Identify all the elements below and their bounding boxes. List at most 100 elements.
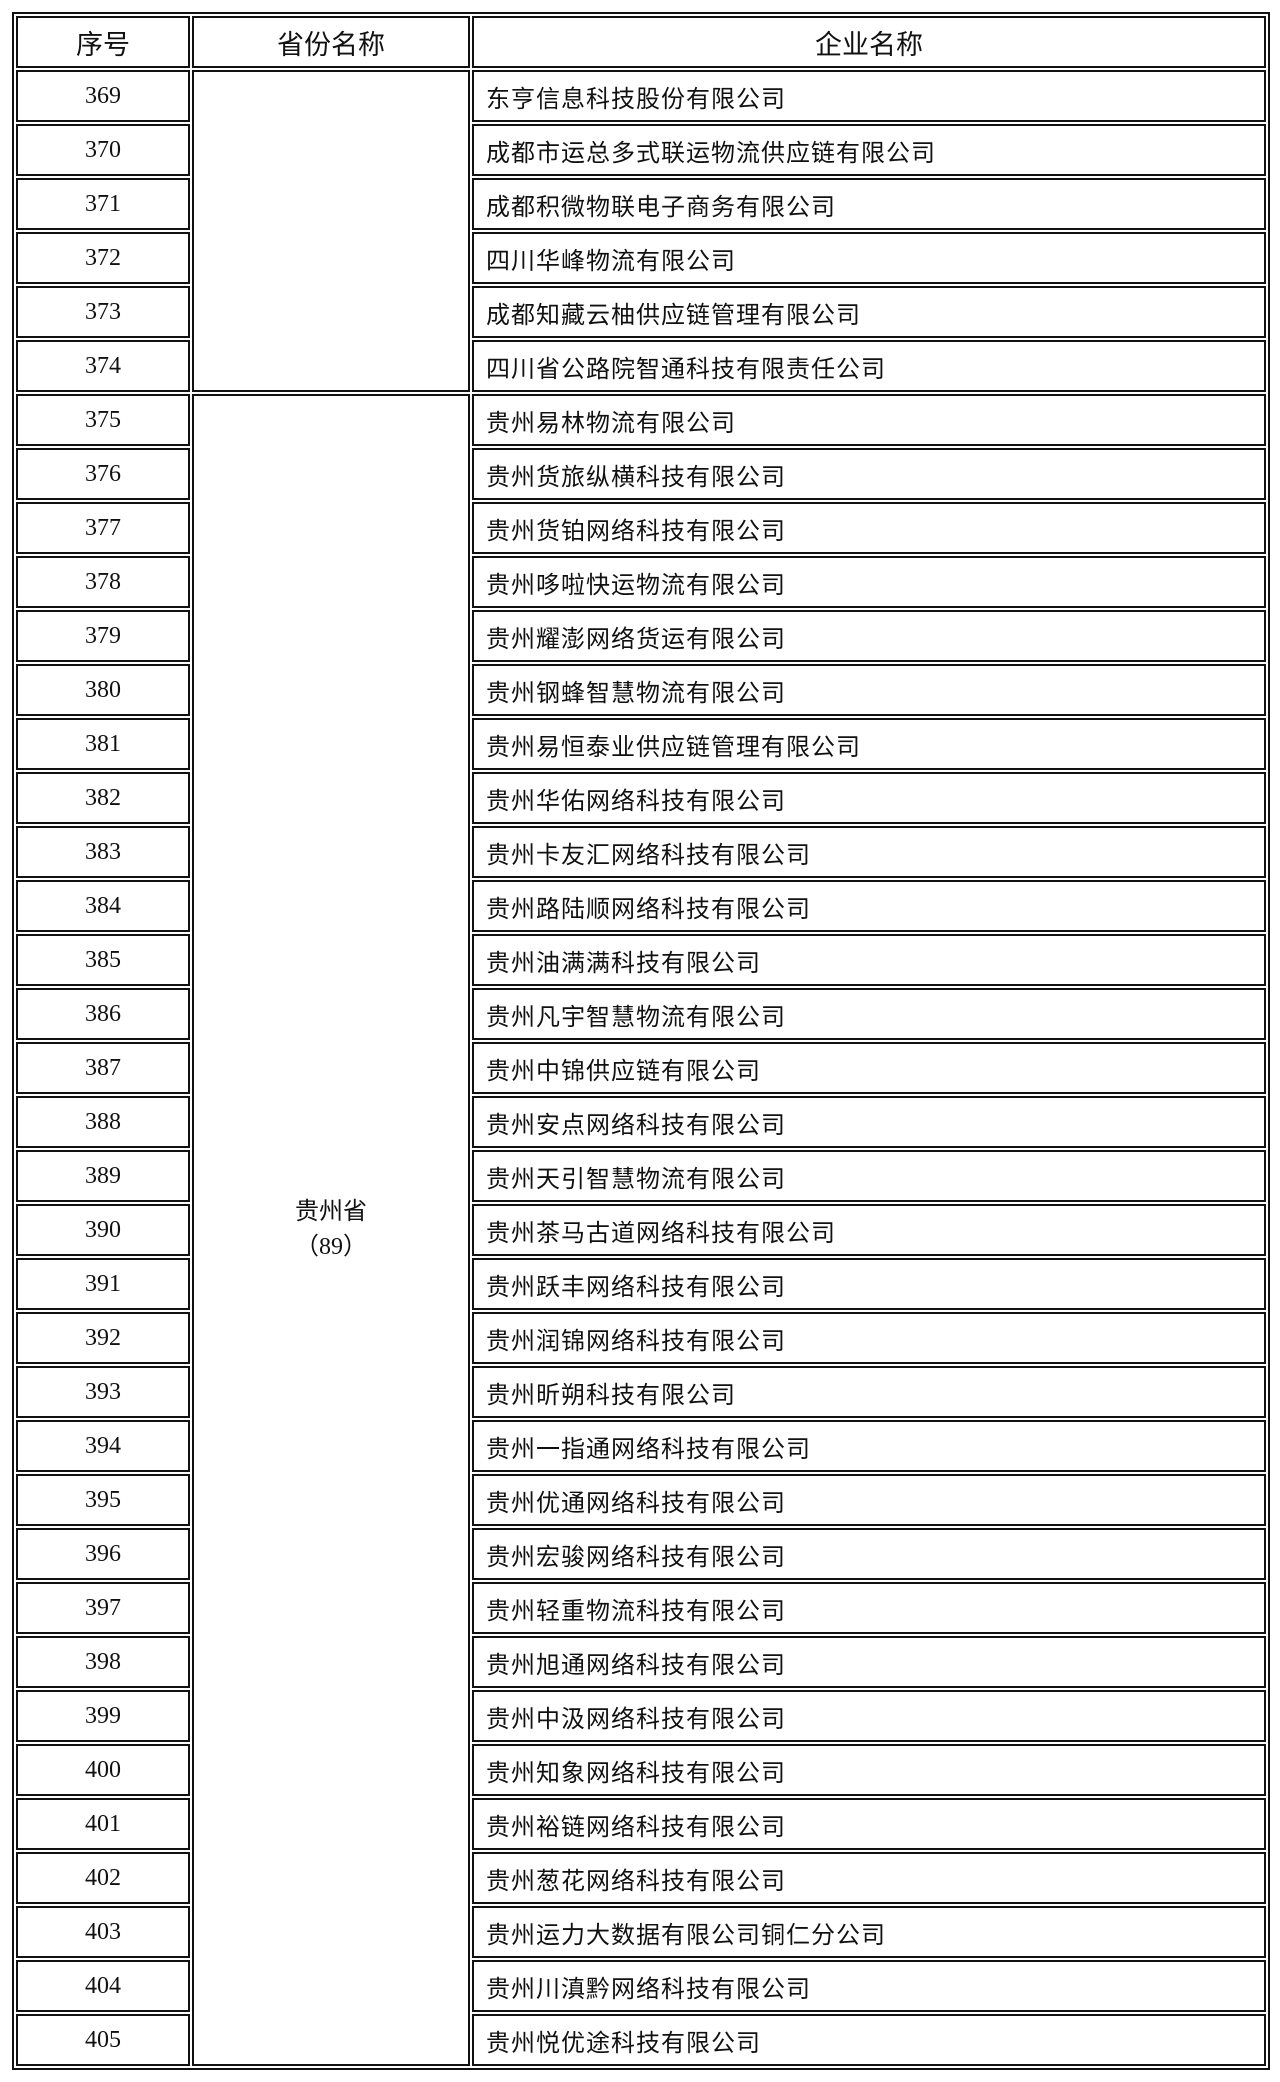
company-name: 贵州卡友汇网络科技有限公司 xyxy=(472,826,1266,878)
row-index: 370 xyxy=(16,124,190,176)
row-index: 402 xyxy=(16,1852,190,1904)
company-name: 四川华峰物流有限公司 xyxy=(472,232,1266,284)
province-count: （89） xyxy=(295,1234,367,1260)
table-row: 382 贵州华佑网络科技有限公司 xyxy=(16,772,1266,824)
row-index: 392 xyxy=(16,1312,190,1364)
company-name: 贵州哆啦快运物流有限公司 xyxy=(472,556,1266,608)
company-name: 贵州跃丰网络科技有限公司 xyxy=(472,1258,1266,1310)
row-index: 394 xyxy=(16,1420,190,1472)
row-index: 384 xyxy=(16,880,190,932)
table-row: 393 贵州昕朔科技有限公司 xyxy=(16,1366,1266,1418)
company-name: 贵州裕链网络科技有限公司 xyxy=(472,1798,1266,1850)
table-row: 378 贵州哆啦快运物流有限公司 xyxy=(16,556,1266,608)
table-row: 405 贵州悦优途科技有限公司 xyxy=(16,2014,1266,2066)
company-name: 贵州优通网络科技有限公司 xyxy=(472,1474,1266,1526)
company-name: 贵州昕朔科技有限公司 xyxy=(472,1366,1266,1418)
company-name: 成都市运总多式联运物流供应链有限公司 xyxy=(472,124,1266,176)
company-name: 贵州润锦网络科技有限公司 xyxy=(472,1312,1266,1364)
table-row: 396 贵州宏骏网络科技有限公司 xyxy=(16,1528,1266,1580)
company-name: 贵州运力大数据有限公司铜仁分公司 xyxy=(472,1906,1266,1958)
company-name: 贵州货铂网络科技有限公司 xyxy=(472,502,1266,554)
header-company: 企业名称 xyxy=(472,16,1266,68)
enterprise-table: 序号 省份名称 企业名称 369 东亨信息科技股份有限公司 370 成都市运总多式联运… xyxy=(12,12,1270,2070)
table-row: 395 贵州优通网络科技有限公司 xyxy=(16,1474,1266,1526)
row-index: 383 xyxy=(16,826,190,878)
company-name: 贵州油满满科技有限公司 xyxy=(472,934,1266,986)
row-index: 399 xyxy=(16,1690,190,1742)
table-body: 369 东亨信息科技股份有限公司 370 成都市运总多式联运物流供应链有限公司 371 成… xyxy=(16,70,1266,2066)
table-row: 390 贵州茶马古道网络科技有限公司 xyxy=(16,1204,1266,1256)
row-index: 388 xyxy=(16,1096,190,1148)
table-row: 392 贵州润锦网络科技有限公司 xyxy=(16,1312,1266,1364)
company-name: 成都积微物联电子商务有限公司 xyxy=(472,178,1266,230)
row-index: 375 xyxy=(16,394,190,446)
company-name: 贵州一指通网络科技有限公司 xyxy=(472,1420,1266,1472)
row-index: 395 xyxy=(16,1474,190,1526)
table-row: 389 贵州天引智慧物流有限公司 xyxy=(16,1150,1266,1202)
row-index: 379 xyxy=(16,610,190,662)
company-name: 贵州易林物流有限公司 xyxy=(472,394,1266,446)
company-name: 贵州知象网络科技有限公司 xyxy=(472,1744,1266,1796)
company-name: 贵州天引智慧物流有限公司 xyxy=(472,1150,1266,1202)
company-name: 成都知藏云柚供应链管理有限公司 xyxy=(472,286,1266,338)
table-row: 397 贵州轻重物流科技有限公司 xyxy=(16,1582,1266,1634)
row-index: 381 xyxy=(16,718,190,770)
table-row: 372 四川华峰物流有限公司 xyxy=(16,232,1266,284)
table-row: 385 贵州油满满科技有限公司 xyxy=(16,934,1266,986)
row-index: 391 xyxy=(16,1258,190,1310)
company-name: 贵州易恒泰业供应链管理有限公司 xyxy=(472,718,1266,770)
table-row: 371 成都积微物联电子商务有限公司 xyxy=(16,178,1266,230)
company-name: 贵州路陆顺网络科技有限公司 xyxy=(472,880,1266,932)
table-row: 401 贵州裕链网络科技有限公司 xyxy=(16,1798,1266,1850)
table-row: 375 贵州省 （89） 贵州易林物流有限公司 xyxy=(16,394,1266,2066)
header-province: 省份名称 xyxy=(192,16,470,68)
row-index: 376 xyxy=(16,448,190,500)
row-index: 397 xyxy=(16,1582,190,1634)
company-name: 贵州货旅纵横科技有限公司 xyxy=(472,448,1266,500)
table-row: 370 成都市运总多式联运物流供应链有限公司 xyxy=(16,124,1266,176)
header-row: 序号 省份名称 企业名称 xyxy=(16,16,1266,68)
row-index: 403 xyxy=(16,1906,190,1958)
company-name: 贵州葱花网络科技有限公司 xyxy=(472,1852,1266,1904)
province-cell xyxy=(192,70,470,392)
company-name: 四川省公路院智通科技有限责任公司 xyxy=(472,340,1266,392)
table-row: 400 贵州知象网络科技有限公司 xyxy=(16,1744,1266,1796)
company-name: 贵州中汲网络科技有限公司 xyxy=(472,1690,1266,1742)
company-name: 东亨信息科技股份有限公司 xyxy=(472,70,1266,122)
company-name: 贵州华佑网络科技有限公司 xyxy=(472,772,1266,824)
company-name: 贵州轻重物流科技有限公司 xyxy=(472,1582,1266,1634)
row-index: 382 xyxy=(16,772,190,824)
table-row: 391 贵州跃丰网络科技有限公司 xyxy=(16,1258,1266,1310)
company-name: 贵州安点网络科技有限公司 xyxy=(472,1096,1266,1148)
table-row: 388 贵州安点网络科技有限公司 xyxy=(16,1096,1266,1148)
table-row: 383 贵州卡友汇网络科技有限公司 xyxy=(16,826,1266,878)
company-name: 贵州凡宇智慧物流有限公司 xyxy=(472,988,1266,1040)
table-row: 373 成都知藏云柚供应链管理有限公司 xyxy=(16,286,1266,338)
company-name: 贵州宏骏网络科技有限公司 xyxy=(472,1528,1266,1580)
company-name: 贵州钢蜂智慧物流有限公司 xyxy=(472,664,1266,716)
row-index: 390 xyxy=(16,1204,190,1256)
row-index: 386 xyxy=(16,988,190,1040)
table-row: 376 贵州货旅纵横科技有限公司 xyxy=(16,448,1266,500)
row-index: 385 xyxy=(16,934,190,986)
row-index: 404 xyxy=(16,1960,190,2012)
table-row: 379 贵州耀澎网络货运有限公司 xyxy=(16,610,1266,662)
row-index: 380 xyxy=(16,664,190,716)
province-cell: 贵州省 （89） xyxy=(192,394,470,2066)
row-index: 401 xyxy=(16,1798,190,1850)
row-index: 393 xyxy=(16,1366,190,1418)
company-name: 贵州悦优途科技有限公司 xyxy=(472,2014,1266,2066)
row-index: 396 xyxy=(16,1528,190,1580)
table-row: 369 东亨信息科技股份有限公司 xyxy=(16,70,1266,392)
province-name: 贵州省 xyxy=(295,1199,367,1226)
table-row: 386 贵州凡宇智慧物流有限公司 xyxy=(16,988,1266,1040)
row-index: 378 xyxy=(16,556,190,608)
table-row: 403 贵州运力大数据有限公司铜仁分公司 xyxy=(16,1906,1266,1958)
table-row: 374 四川省公路院智通科技有限责任公司 xyxy=(16,340,1266,392)
row-index: 373 xyxy=(16,286,190,338)
row-index: 400 xyxy=(16,1744,190,1796)
row-index: 389 xyxy=(16,1150,190,1202)
row-index: 369 xyxy=(16,70,190,122)
company-name: 贵州旭通网络科技有限公司 xyxy=(472,1636,1266,1688)
table-row: 404 贵州川滇黔网络科技有限公司 xyxy=(16,1960,1266,2012)
